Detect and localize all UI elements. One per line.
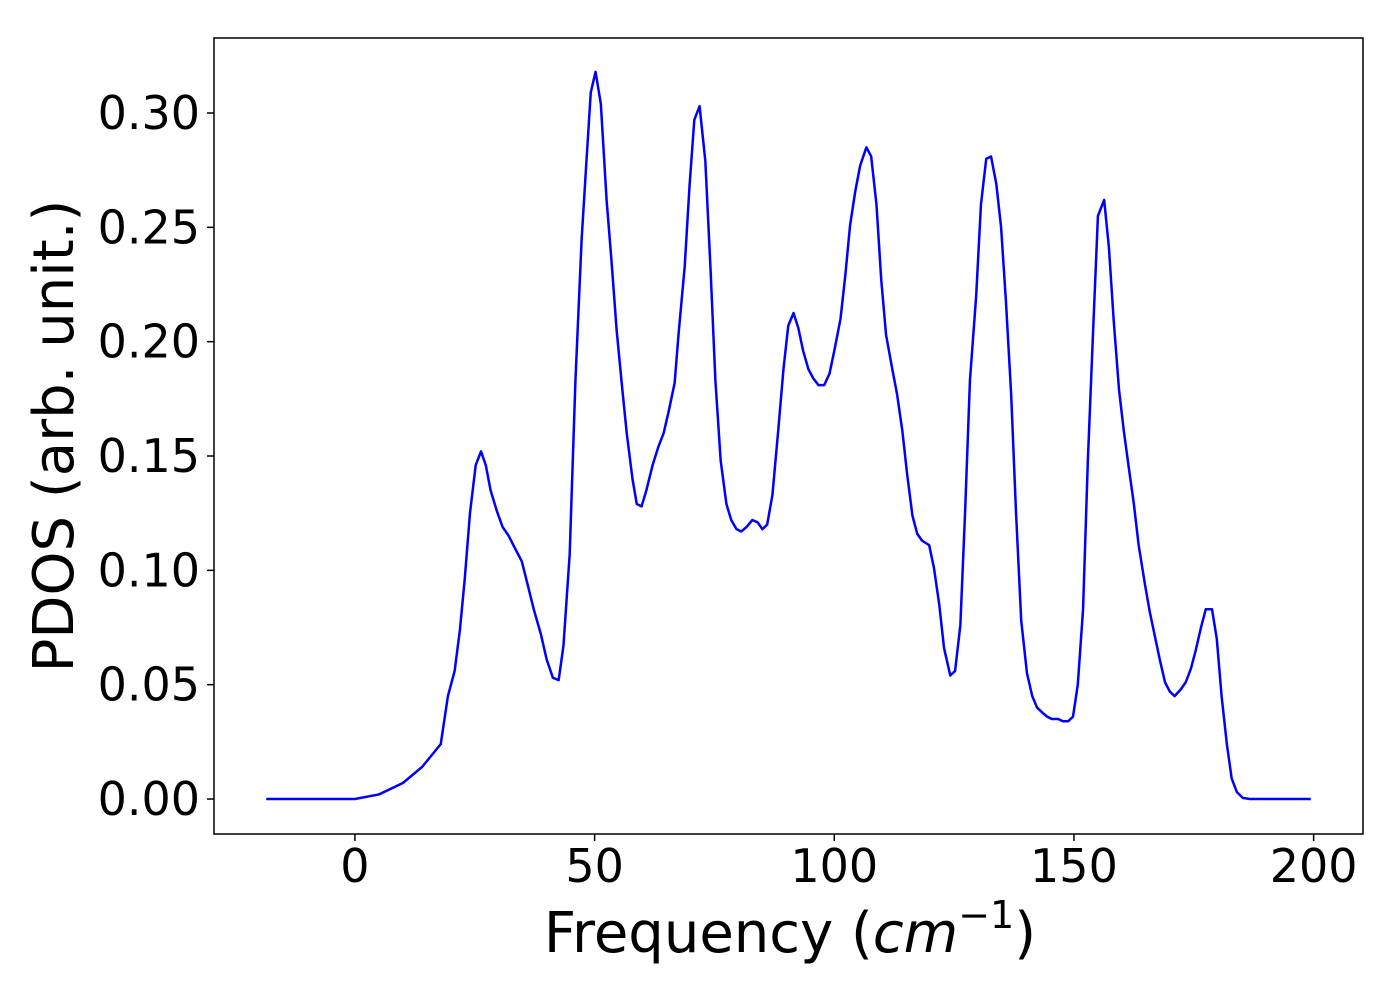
x-tick-label: 150: [1030, 839, 1118, 893]
y-tick-label: 0.10: [98, 543, 200, 597]
x-axis-label-text: Frequency (: [544, 901, 873, 966]
y-axis-label: PDOS (arb. unit.): [22, 200, 87, 673]
x-axis-label-unit: cm: [873, 901, 958, 966]
y-tick-label: 0.00: [98, 772, 200, 826]
x-axis-label-close: ): [1014, 901, 1036, 966]
plot-frame: [213, 37, 1364, 835]
y-tick-label: 0.15: [98, 429, 200, 483]
y-tick-label: 0.30: [98, 86, 200, 140]
x-axis-label-exponent: −1: [958, 893, 1014, 937]
y-tick-label: 0.05: [98, 658, 200, 712]
x-tick-label: 50: [565, 839, 624, 893]
y-tick-label: 0.20: [98, 315, 200, 369]
pdos-line: [266, 70, 1311, 801]
x-axis-label: Frequency (cm−1): [544, 893, 1036, 966]
x-tick-label: 100: [790, 839, 878, 893]
x-tick-label: 200: [1270, 839, 1358, 893]
y-tick-label: 0.25: [98, 200, 200, 254]
x-tick-label: 0: [340, 839, 369, 893]
